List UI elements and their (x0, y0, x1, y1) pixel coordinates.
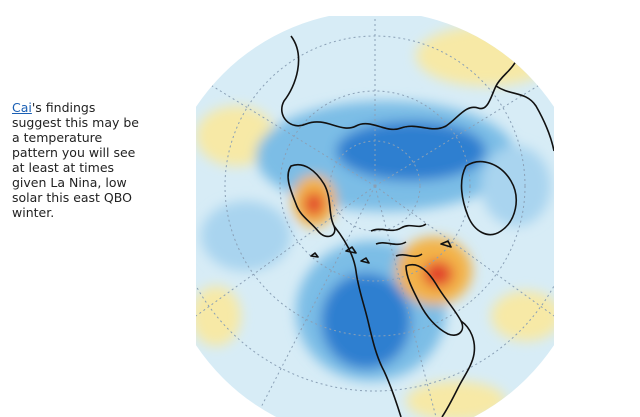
anomaly-fields (196, 26, 554, 417)
coastline-eurasia (281, 30, 519, 131)
coastline-scandinavia (495, 85, 554, 152)
coastline-alaska (287, 164, 336, 238)
coastline-archipelago (370, 223, 427, 258)
graticule (196, 16, 554, 417)
coastline-east-coast (441, 320, 476, 417)
coastline-north-america (333, 225, 402, 417)
warm-core-canada (423, 261, 453, 287)
cold-field (201, 201, 291, 271)
map-svg (196, 16, 554, 417)
warm-patch (406, 381, 506, 417)
caption-body: 's findings suggest this may be a temper… (12, 100, 139, 220)
meridian (374, 75, 554, 187)
coastlines (281, 30, 554, 417)
cold-core (321, 273, 411, 369)
cai-link[interactable]: Cai (12, 100, 32, 115)
meridian (196, 185, 376, 317)
warm-patch (416, 26, 554, 86)
caption-text: Cai's findings suggest this may be a tem… (12, 100, 142, 220)
warm-patch (196, 286, 241, 346)
warm-core-alaska (304, 192, 324, 216)
temperature-anomaly-map (196, 16, 554, 417)
coastline-hudson-bay (405, 264, 464, 336)
cold-core (336, 121, 486, 181)
cold-field (481, 146, 551, 226)
meridian (255, 185, 376, 417)
latitude-circle (196, 16, 554, 392)
warm-patch (196, 106, 276, 166)
coastline-islands (310, 240, 452, 264)
meridian (196, 75, 376, 187)
warm-patch (491, 291, 554, 341)
meridian (374, 185, 554, 317)
coastline-greenland (460, 160, 517, 236)
